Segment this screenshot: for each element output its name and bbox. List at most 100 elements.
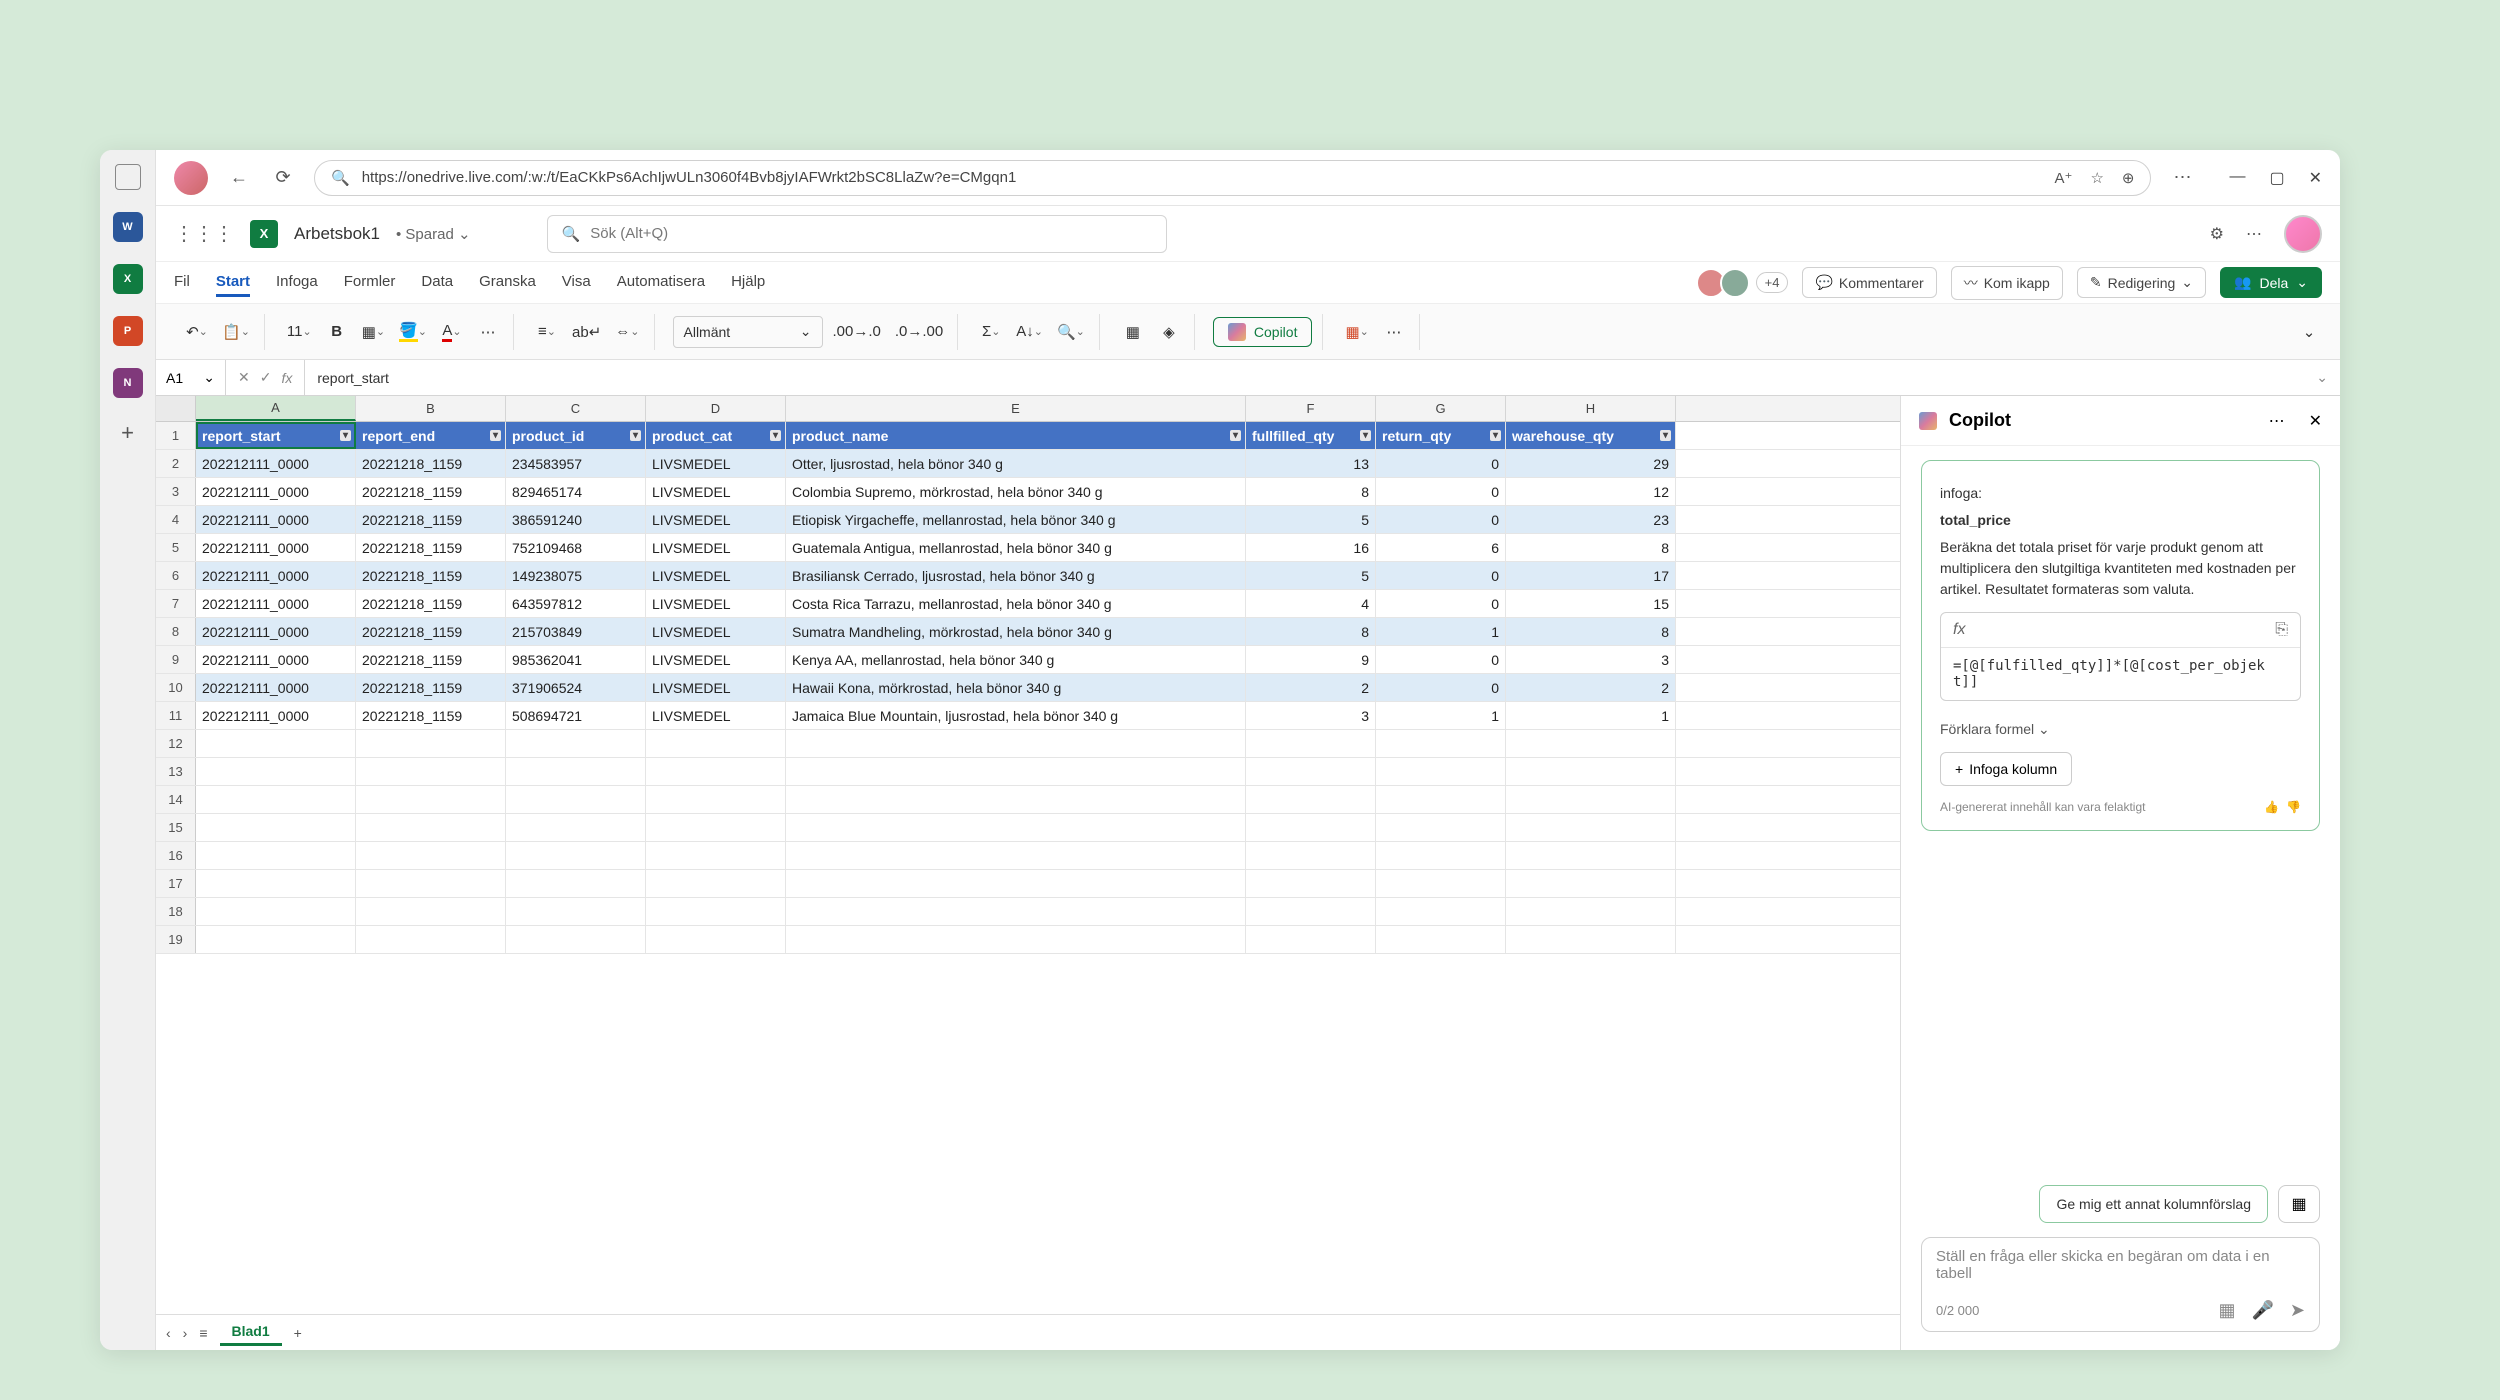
cell[interactable]: 202212111_0000 xyxy=(196,674,356,701)
menu-visa[interactable]: Visa xyxy=(562,269,591,297)
cell[interactable] xyxy=(196,842,356,869)
cell[interactable] xyxy=(356,926,506,953)
formula-expand-icon[interactable]: ⌄ xyxy=(2304,369,2340,386)
copilot-input[interactable]: Ställ en fråga eller skicka en begäran o… xyxy=(1921,1237,2320,1332)
column-header[interactable]: E xyxy=(786,396,1246,421)
sheet-list-icon[interactable]: ≡ xyxy=(199,1325,207,1341)
cell[interactable]: 15 xyxy=(1506,590,1676,617)
cell[interactable] xyxy=(1376,814,1506,841)
decrease-decimal-button[interactable]: .00→.0 xyxy=(829,317,885,347)
cell[interactable] xyxy=(646,786,786,813)
addins-icon[interactable]: ▦ xyxy=(1118,317,1148,347)
cell[interactable] xyxy=(196,730,356,757)
copilot-close-icon[interactable]: ✕ xyxy=(2309,411,2322,431)
cell[interactable]: 20221218_1159 xyxy=(356,646,506,673)
cell[interactable]: 8 xyxy=(1246,618,1376,645)
cell[interactable] xyxy=(786,786,1246,813)
cell[interactable]: 0 xyxy=(1376,562,1506,589)
column-header[interactable]: G xyxy=(1376,396,1506,421)
cell[interactable]: 1 xyxy=(1506,702,1676,729)
more-icon[interactable]: ⋯ xyxy=(2169,165,2195,191)
settings-icon[interactable]: ⚙ xyxy=(2210,224,2224,244)
cell[interactable] xyxy=(1506,870,1676,897)
cell[interactable]: 371906524 xyxy=(506,674,646,701)
cell[interactable]: return_qty xyxy=(1376,422,1506,449)
cell[interactable]: product_cat xyxy=(646,422,786,449)
cell[interactable]: LIVSMEDEL xyxy=(646,450,786,477)
cell[interactable] xyxy=(1246,870,1376,897)
cell[interactable]: 8 xyxy=(1246,478,1376,505)
cell[interactable]: 1 xyxy=(1376,702,1506,729)
menu-hjälp[interactable]: Hjälp xyxy=(731,269,765,297)
cell[interactable] xyxy=(786,730,1246,757)
explain-formula-link[interactable]: Förklara formel ⌄ xyxy=(1940,721,2050,738)
menu-automatisera[interactable]: Automatisera xyxy=(617,269,705,297)
excel-app-icon[interactable]: X xyxy=(113,264,143,294)
cell[interactable] xyxy=(646,926,786,953)
cell[interactable] xyxy=(1376,758,1506,785)
row-header[interactable]: 14 xyxy=(156,786,196,813)
cell[interactable] xyxy=(786,814,1246,841)
menu-data[interactable]: Data xyxy=(421,269,453,297)
increase-decimal-button[interactable]: .0→.00 xyxy=(891,317,947,347)
editing-mode-button[interactable]: ✎ Redigering ⌄ xyxy=(2077,267,2206,298)
row-header[interactable]: 13 xyxy=(156,758,196,785)
comments-button[interactable]: 💬 Kommentarer xyxy=(1802,267,1936,298)
cell[interactable] xyxy=(196,814,356,841)
cell[interactable] xyxy=(1376,926,1506,953)
cell[interactable] xyxy=(1506,926,1676,953)
cell[interactable] xyxy=(1246,842,1376,869)
find-button[interactable]: 🔍 xyxy=(1053,317,1089,347)
cell[interactable]: 3 xyxy=(1246,702,1376,729)
cell[interactable]: 0 xyxy=(1376,506,1506,533)
name-box[interactable]: A1⌄ xyxy=(156,360,226,395)
app-launcher-icon[interactable]: ⋮⋮⋮ xyxy=(174,221,234,246)
cell[interactable]: 12 xyxy=(1506,478,1676,505)
cell[interactable] xyxy=(1246,730,1376,757)
cell[interactable]: 20221218_1159 xyxy=(356,590,506,617)
attach-icon[interactable]: ▦ xyxy=(2218,1300,2235,1321)
cell[interactable]: 202212111_0000 xyxy=(196,702,356,729)
menu-granska[interactable]: Granska xyxy=(479,269,536,297)
cell[interactable]: LIVSMEDEL xyxy=(646,646,786,673)
cell[interactable]: Hawaii Kona, mörkrostad, hela bönor 340 … xyxy=(786,674,1246,701)
cell[interactable] xyxy=(196,786,356,813)
cell[interactable]: Brasiliansk Cerrado, ljusrostad, hela bö… xyxy=(786,562,1246,589)
table-style-button[interactable]: ▦ xyxy=(1341,317,1372,347)
cell[interactable] xyxy=(196,898,356,925)
mic-icon[interactable]: 🎤 xyxy=(2251,1300,2273,1321)
thumbs-down-icon[interactable]: 👎 xyxy=(2286,800,2301,814)
cell[interactable] xyxy=(646,898,786,925)
cell[interactable]: LIVSMEDEL xyxy=(646,590,786,617)
cell[interactable] xyxy=(506,926,646,953)
cell[interactable] xyxy=(196,870,356,897)
onenote-app-icon[interactable]: N xyxy=(113,368,143,398)
suggestion-pill[interactable]: Ge mig ett annat kolumnförslag xyxy=(2039,1185,2268,1223)
cell[interactable]: 202212111_0000 xyxy=(196,618,356,645)
row-header[interactable]: 10 xyxy=(156,674,196,701)
cell[interactable] xyxy=(646,870,786,897)
cell[interactable]: 20221218_1159 xyxy=(356,674,506,701)
cell[interactable] xyxy=(506,814,646,841)
column-header[interactable]: A xyxy=(196,396,356,421)
address-bar[interactable]: 🔍 https://onedrive.live.com/:w:/t/EaCKkP… xyxy=(314,160,2151,196)
row-header[interactable]: 12 xyxy=(156,730,196,757)
read-aloud-icon[interactable]: A⁺ xyxy=(2055,169,2073,187)
cell[interactable]: 5 xyxy=(1246,562,1376,589)
cell[interactable]: 2 xyxy=(1506,674,1676,701)
cell[interactable]: 13 xyxy=(1246,450,1376,477)
search-input[interactable]: 🔍 Sök (Alt+Q) xyxy=(547,215,1167,253)
cell[interactable]: 8 xyxy=(1506,618,1676,645)
cell[interactable] xyxy=(646,842,786,869)
cell[interactable]: 202212111_0000 xyxy=(196,478,356,505)
align-button[interactable]: ≡ xyxy=(532,317,562,347)
menu-infoga[interactable]: Infoga xyxy=(276,269,318,297)
cell[interactable]: 20221218_1159 xyxy=(356,506,506,533)
cell[interactable] xyxy=(1246,926,1376,953)
cell[interactable]: LIVSMEDEL xyxy=(646,562,786,589)
cell[interactable] xyxy=(1246,786,1376,813)
cell[interactable]: 202212111_0000 xyxy=(196,506,356,533)
cell[interactable]: 643597812 xyxy=(506,590,646,617)
cell[interactable]: warehouse_qty xyxy=(1506,422,1676,449)
cell[interactable]: 20221218_1159 xyxy=(356,534,506,561)
